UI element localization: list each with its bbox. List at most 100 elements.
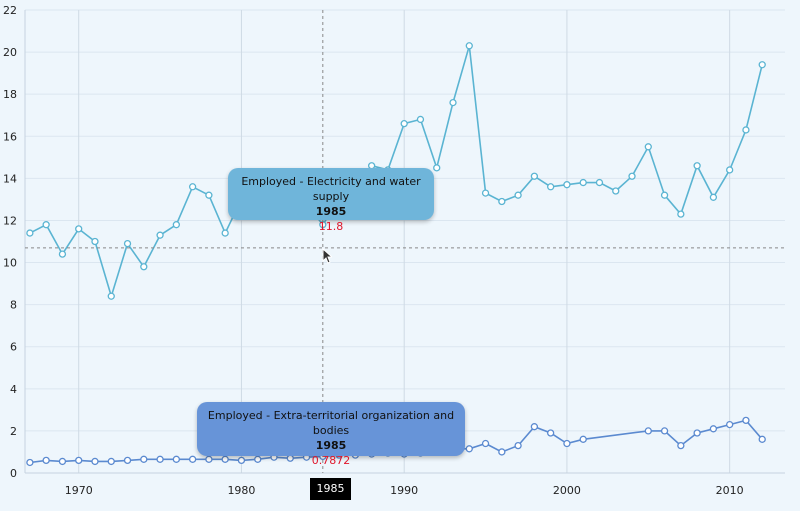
data-point bbox=[91, 237, 99, 246]
tooltip-electricity: Employed - Electricity and water supply … bbox=[228, 168, 434, 233]
data-point bbox=[172, 221, 180, 229]
tooltip-year: 1985 bbox=[315, 205, 347, 218]
x-tick-label: 2000 bbox=[553, 484, 581, 497]
data-point bbox=[563, 439, 571, 448]
mouse-cursor-icon bbox=[322, 247, 334, 268]
data-point bbox=[91, 457, 99, 466]
y-tick-label: 20 bbox=[3, 46, 17, 59]
y-tick-label: 18 bbox=[3, 88, 17, 101]
data-point bbox=[481, 189, 490, 197]
y-tick-label: 22 bbox=[3, 4, 17, 17]
series-line-1 bbox=[29, 45, 763, 299]
data-point bbox=[188, 183, 197, 191]
data-point bbox=[26, 229, 34, 237]
tooltip-series-name: Employed - Extra-territorial organizatio… bbox=[207, 409, 455, 437]
data-point bbox=[644, 427, 652, 435]
y-tick-label: 2 bbox=[10, 425, 17, 438]
y-tick-label: 6 bbox=[10, 341, 17, 354]
data-point bbox=[400, 119, 408, 128]
data-point bbox=[563, 181, 571, 189]
data-point bbox=[107, 292, 115, 300]
data-point bbox=[188, 455, 197, 463]
data-point bbox=[449, 98, 457, 107]
data-point bbox=[693, 429, 701, 437]
tooltip-value: 0.7872 bbox=[311, 454, 351, 467]
y-tick-label: 0 bbox=[10, 467, 17, 480]
data-point bbox=[433, 164, 441, 172]
y-tick-label: 8 bbox=[10, 299, 17, 312]
data-point bbox=[156, 231, 164, 239]
y-tick-label: 12 bbox=[3, 214, 17, 227]
data-point bbox=[628, 172, 636, 180]
data-point bbox=[709, 425, 718, 433]
data-point bbox=[75, 225, 83, 233]
crosshair bbox=[25, 10, 785, 473]
y-tick-label: 4 bbox=[10, 383, 17, 396]
data-point bbox=[514, 191, 522, 199]
data-point bbox=[726, 420, 734, 429]
y-tick-label: 10 bbox=[3, 257, 17, 270]
data-point bbox=[75, 456, 83, 465]
data-point bbox=[58, 250, 67, 258]
data-point bbox=[612, 187, 620, 195]
data-point bbox=[579, 178, 587, 187]
data-point bbox=[205, 191, 213, 199]
data-point bbox=[42, 456, 50, 465]
data-point bbox=[221, 229, 229, 237]
tooltip-series-name: Employed - Electricity and water supply bbox=[241, 175, 421, 203]
x-tick-label: 1970 bbox=[65, 484, 93, 497]
data-point bbox=[42, 221, 50, 229]
data-point bbox=[514, 441, 522, 450]
data-point bbox=[498, 448, 506, 456]
data-point bbox=[579, 435, 587, 443]
data-point bbox=[660, 191, 669, 199]
data-point bbox=[416, 115, 425, 124]
data-point bbox=[254, 455, 262, 463]
data-point bbox=[140, 455, 148, 463]
tooltip-extra-territorial: Employed - Extra-territorial organizatio… bbox=[197, 402, 465, 467]
data-point bbox=[758, 61, 766, 69]
data-point bbox=[644, 143, 652, 151]
tooltip-value: 11.8 bbox=[318, 220, 344, 233]
data-point bbox=[677, 441, 685, 450]
crosshair-x-label: 1985 bbox=[310, 478, 351, 500]
data-point bbox=[481, 439, 490, 448]
data-point bbox=[221, 455, 229, 463]
data-point bbox=[758, 435, 766, 443]
data-point bbox=[709, 193, 718, 201]
data-point bbox=[465, 445, 473, 453]
y-tick-label: 14 bbox=[3, 172, 17, 185]
data-point bbox=[547, 183, 555, 191]
data-point bbox=[140, 263, 148, 271]
data-point bbox=[660, 427, 669, 435]
data-point bbox=[742, 126, 750, 134]
data-point bbox=[107, 457, 115, 466]
tooltip-year: 1985 bbox=[315, 439, 347, 452]
grid bbox=[25, 9, 785, 474]
data-point bbox=[26, 458, 34, 467]
data-point bbox=[742, 416, 750, 425]
axes: 0 2 4 6 8 10 12 14 16 18 20 22 1970 1980 1990 2000 2010 bbox=[3, 4, 785, 497]
data-point bbox=[205, 455, 213, 463]
data-point bbox=[547, 429, 555, 437]
data-point bbox=[693, 162, 701, 170]
data-point bbox=[58, 457, 67, 466]
data-point bbox=[498, 197, 506, 206]
data-point bbox=[237, 456, 246, 465]
data-point bbox=[530, 423, 539, 431]
data-point bbox=[530, 172, 539, 180]
data-point bbox=[677, 210, 685, 218]
data-point bbox=[726, 166, 734, 174]
data-point bbox=[123, 239, 132, 248]
data-point bbox=[172, 455, 180, 463]
x-tick-label: 1980 bbox=[227, 484, 255, 497]
y-tick-label: 16 bbox=[3, 130, 17, 143]
data-point bbox=[156, 455, 164, 463]
data-point bbox=[123, 456, 132, 465]
data-point bbox=[465, 42, 473, 50]
data-point bbox=[595, 178, 604, 187]
x-tick-label: 2010 bbox=[716, 484, 744, 497]
x-tick-label: 1990 bbox=[390, 484, 418, 497]
